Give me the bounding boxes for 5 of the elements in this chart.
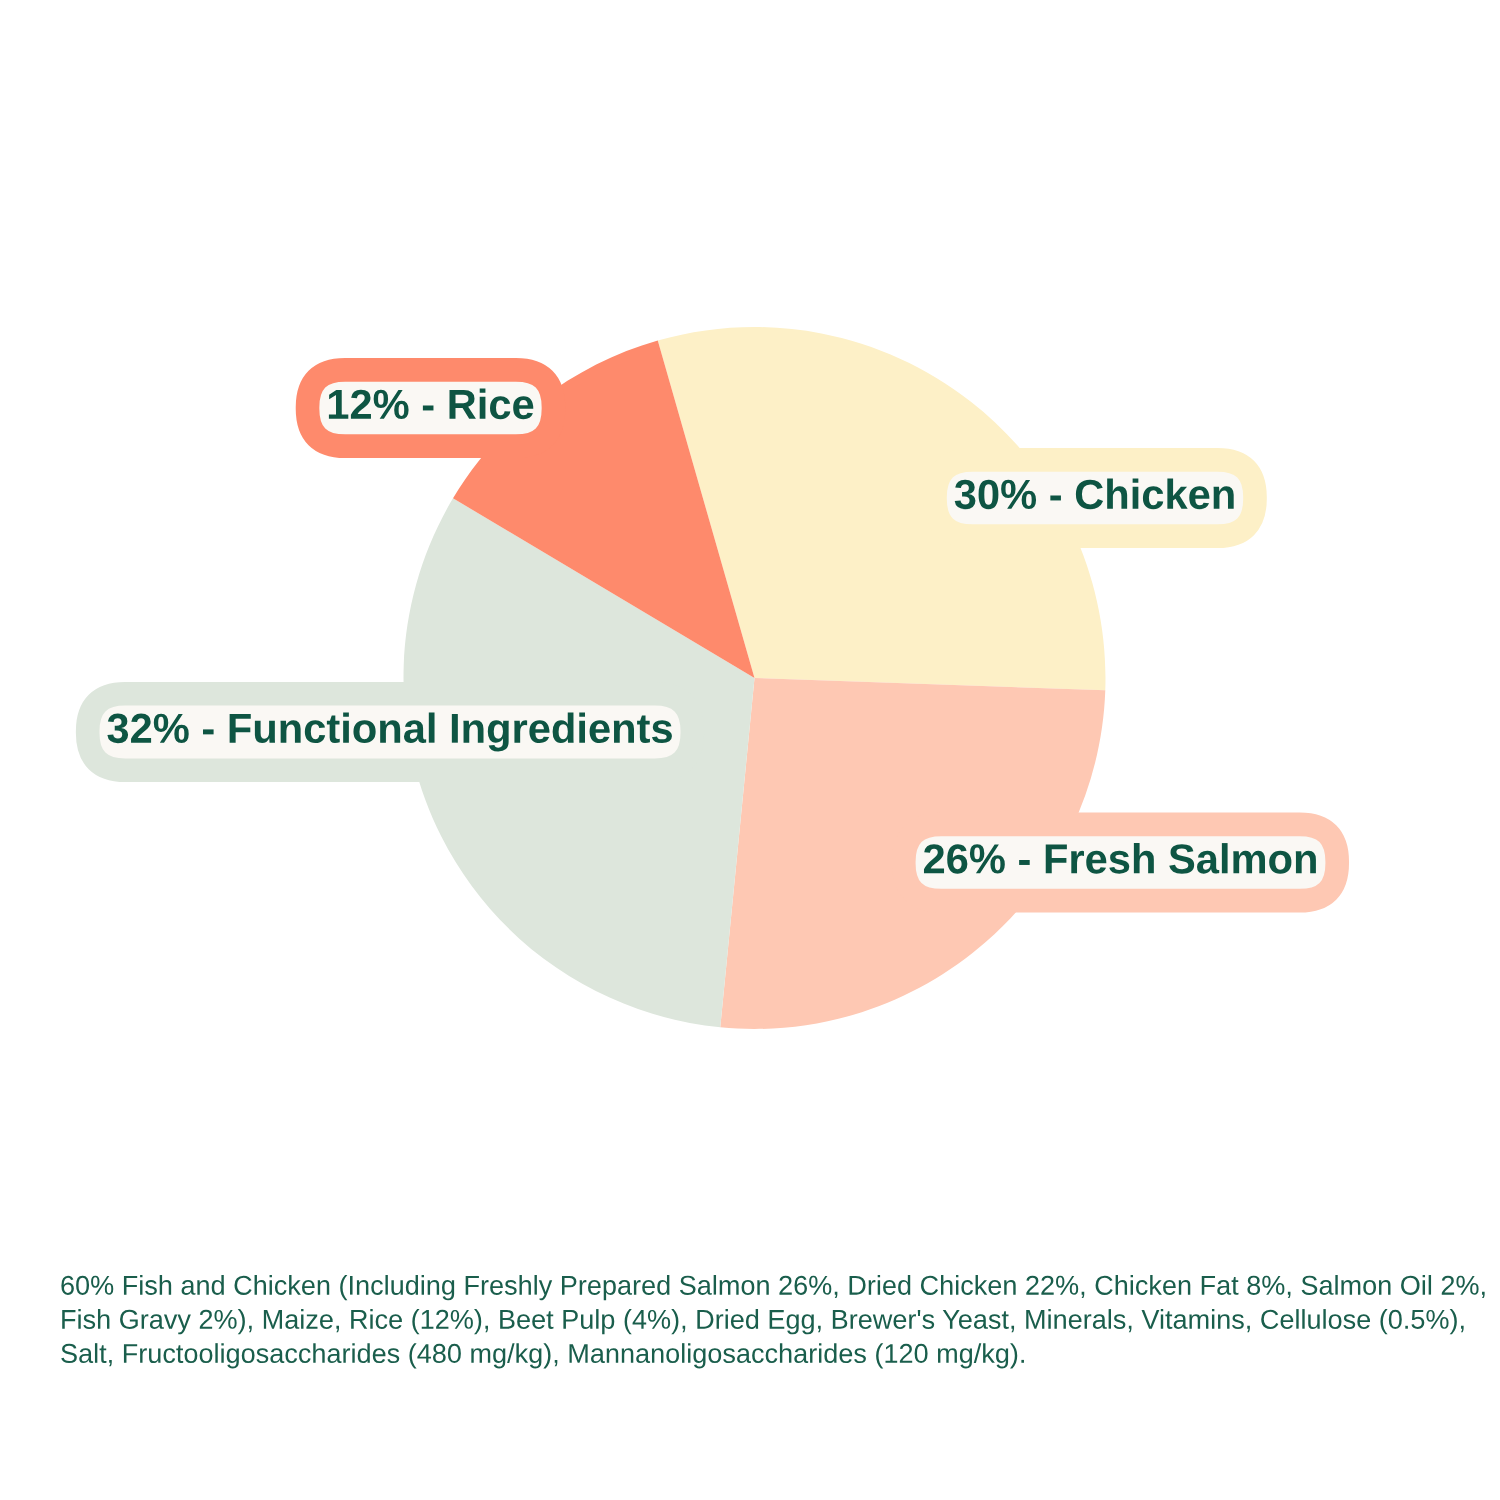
slice-label: 30% - Chicken	[954, 478, 1234, 510]
slice-label: 12% - Rice	[328, 388, 534, 420]
text: 60% Fish and Chicken (Including Freshly Prepared Salmon 26%, Dried Chicken 22%, Chicken Fat 8%, Salmon Oil 2%, Fish Gravy 2%), Maize, Rice (12%), Beet Pulp (4%), Dried Egg, Brewer's Yeast, Minerals, Vitamins, Cellulose (0.5%), Salt, Fructooligosaccharides (480 mg/kg), Mannanoligosaccharides (120 mg/kg).	[61, 1275, 1485, 1369]
slice-label: 26% - Fresh Salmon	[923, 843, 1316, 874]
slice-label: 32% - Functional Ingredients	[107, 712, 672, 752]
